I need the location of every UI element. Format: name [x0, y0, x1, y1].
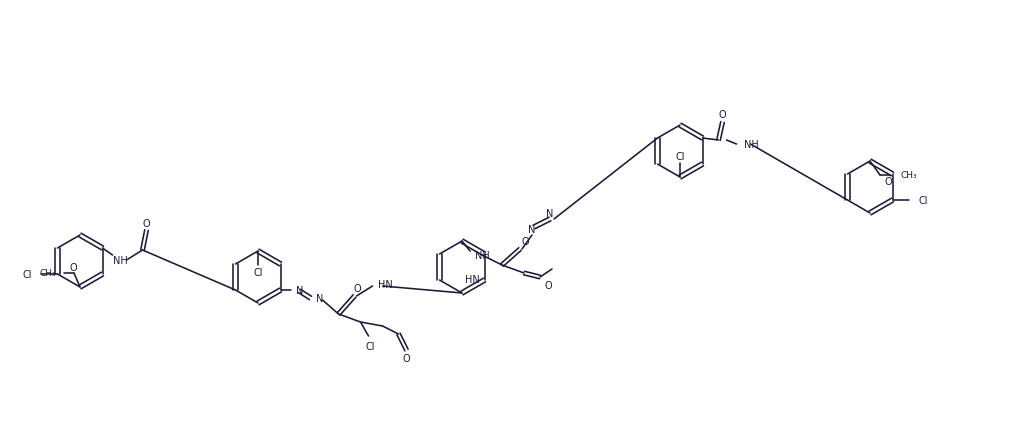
Text: Cl: Cl [365, 341, 376, 351]
Text: NH: NH [113, 256, 128, 265]
Text: Cl: Cl [23, 270, 33, 279]
Text: NH: NH [475, 250, 490, 260]
Text: O: O [354, 283, 361, 293]
Text: O: O [402, 353, 411, 363]
Text: HN: HN [378, 279, 392, 289]
Text: N: N [528, 224, 536, 234]
Text: CH₃: CH₃ [39, 269, 56, 278]
Text: Cl: Cl [253, 267, 262, 277]
Text: O: O [718, 110, 726, 120]
Text: CH₃: CH₃ [900, 171, 917, 180]
Text: O: O [69, 263, 77, 273]
Text: O: O [143, 218, 150, 228]
Text: O: O [521, 237, 529, 247]
Text: NH: NH [744, 140, 758, 150]
Text: HN: HN [465, 274, 480, 284]
Text: Cl: Cl [675, 151, 684, 161]
Text: O: O [884, 177, 891, 187]
Text: N: N [316, 293, 323, 303]
Text: N: N [546, 208, 554, 218]
Text: N: N [295, 285, 303, 295]
Text: O: O [544, 280, 552, 290]
Text: Cl: Cl [919, 196, 928, 206]
